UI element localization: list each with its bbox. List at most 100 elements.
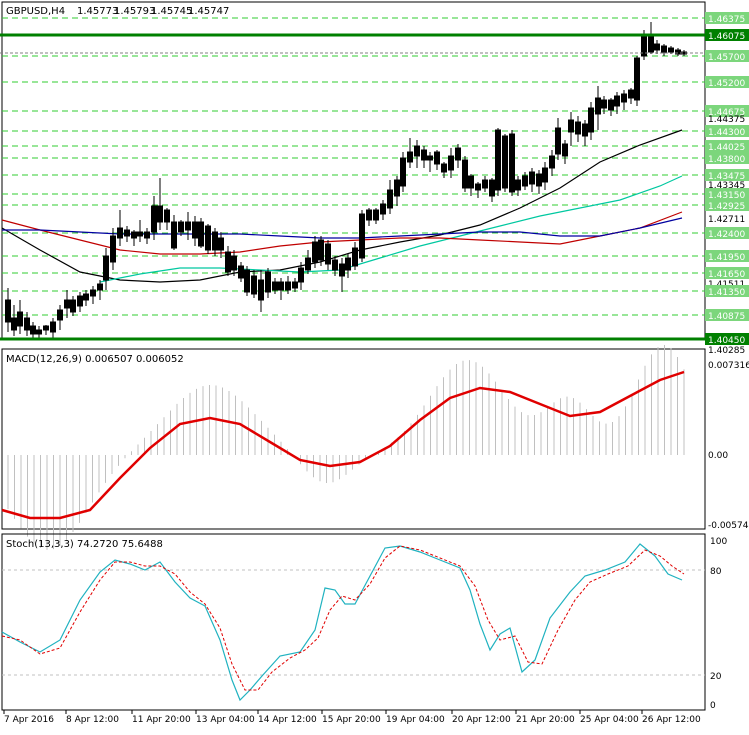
candle-body xyxy=(359,213,365,259)
price-axis-level-bg xyxy=(705,140,749,152)
price-axis-current xyxy=(705,50,749,62)
time-axis: 7 Apr 2016 8 Apr 12:00 11 Apr 20:00 13 Apr … xyxy=(3,710,701,725)
price-axis-level-bg xyxy=(705,227,749,239)
price-axis-label: 1.44375 xyxy=(708,115,745,125)
time-axis-label: 25 Apr 04:00 xyxy=(580,715,639,725)
candle-body xyxy=(131,231,137,239)
candle-body xyxy=(448,155,454,171)
candle-body xyxy=(43,325,49,331)
price-axis-label: 1.40285 xyxy=(708,346,745,356)
stoch-main-line xyxy=(1,543,683,702)
price-axis-label: 1.45200 xyxy=(708,79,745,89)
price-axis-label: 1.44675 xyxy=(708,108,745,118)
price-axis-level-bg xyxy=(705,125,749,137)
candle-body xyxy=(509,133,515,193)
price-axis-level-bg xyxy=(705,76,749,88)
price-axis-level-bg xyxy=(705,309,749,321)
time-axis-label: 15 Apr 20:00 xyxy=(322,715,381,725)
price-axis-label: 1.42400 xyxy=(708,230,745,240)
candle-body xyxy=(675,49,681,55)
time-axis-label: 20 Apr 12:00 xyxy=(452,715,511,725)
candle-body xyxy=(272,281,278,291)
candle-body xyxy=(251,275,257,295)
time-axis-label: 14 Apr 12:00 xyxy=(258,715,317,725)
ohlc-open: 1.45773 xyxy=(77,6,118,17)
candle-body xyxy=(231,255,237,271)
candle-body xyxy=(278,281,284,291)
candle-body xyxy=(475,183,481,191)
candle-body xyxy=(414,145,420,157)
candle-body xyxy=(97,283,103,291)
candle-body xyxy=(36,329,42,335)
candle-body xyxy=(164,209,170,223)
candle-body xyxy=(502,135,508,189)
candle-body xyxy=(11,317,17,331)
stoch-signal-line xyxy=(1,545,685,691)
candle-body xyxy=(462,159,468,189)
candle-body xyxy=(582,123,588,137)
candle-body xyxy=(542,167,548,183)
candle-body xyxy=(265,271,271,293)
candle-body xyxy=(144,231,150,239)
price-axis-label: 1.40875 xyxy=(708,312,745,322)
candle-body xyxy=(661,45,667,53)
candle-body xyxy=(549,155,555,169)
candle-body xyxy=(621,93,627,103)
candle-body xyxy=(400,157,406,187)
price-axis-label: 1.43800 xyxy=(708,155,745,165)
candle-body xyxy=(434,151,440,165)
candle-body xyxy=(5,299,11,323)
sma-black-line xyxy=(1,129,683,283)
candle-body xyxy=(614,95,620,107)
ohlc-readout: 1.45773 1.45793 1.45745 1.45747 xyxy=(77,6,229,17)
candle-body xyxy=(601,99,607,109)
macd-axis-min: -0.005744 xyxy=(708,521,749,531)
candle-body xyxy=(522,175,528,187)
candle-body xyxy=(536,173,542,187)
candle-body xyxy=(192,221,198,239)
candle-body xyxy=(325,243,331,265)
price-axis-level-bg xyxy=(705,250,749,262)
price-axis-label: 1.43345 xyxy=(708,181,745,191)
price-axis-level-bg xyxy=(705,12,749,24)
symbol-label: GBPUSD,H4 xyxy=(6,6,65,17)
candle-body xyxy=(608,99,614,111)
stoch-axis-100: 100 xyxy=(710,537,727,547)
candle-body xyxy=(387,189,393,209)
candle-body xyxy=(555,127,561,155)
candle-body xyxy=(17,311,23,327)
candle-body xyxy=(157,205,163,223)
price-axis-level-bg xyxy=(705,169,749,181)
candle-body xyxy=(292,281,298,289)
price-axis-highlight xyxy=(705,29,749,41)
candle-body xyxy=(595,97,601,115)
candle-body xyxy=(83,293,89,301)
candle-body xyxy=(258,279,264,301)
candle-body xyxy=(24,317,30,331)
candle-body xyxy=(77,295,83,307)
candle-body xyxy=(515,179,521,191)
candle-body xyxy=(205,225,211,251)
time-axis-label: 26 Apr 12:00 xyxy=(642,715,701,725)
ohlc-close: 1.45747 xyxy=(188,6,229,17)
candle-body xyxy=(110,235,116,263)
price-axis-label: 1.43475 xyxy=(708,172,745,182)
stoch-axis-20: 20 xyxy=(710,672,722,682)
candle-body xyxy=(529,171,535,185)
candle-body xyxy=(575,121,581,135)
candle-body xyxy=(244,269,250,293)
price-axis-label: 1.40450 xyxy=(708,336,745,346)
macd-axis-max: 0.007316 xyxy=(708,361,749,371)
candle-body xyxy=(285,281,291,291)
candle-body xyxy=(407,151,413,163)
candle-body xyxy=(30,325,36,335)
candle-body xyxy=(345,257,351,271)
candle-body xyxy=(495,129,501,191)
time-axis-label: 8 Apr 12:00 xyxy=(66,715,119,725)
price-axis-label: 1.44025 xyxy=(708,143,745,153)
price-axis-level-bg xyxy=(705,267,749,279)
candle-body xyxy=(373,209,379,221)
candle-body xyxy=(455,147,461,161)
